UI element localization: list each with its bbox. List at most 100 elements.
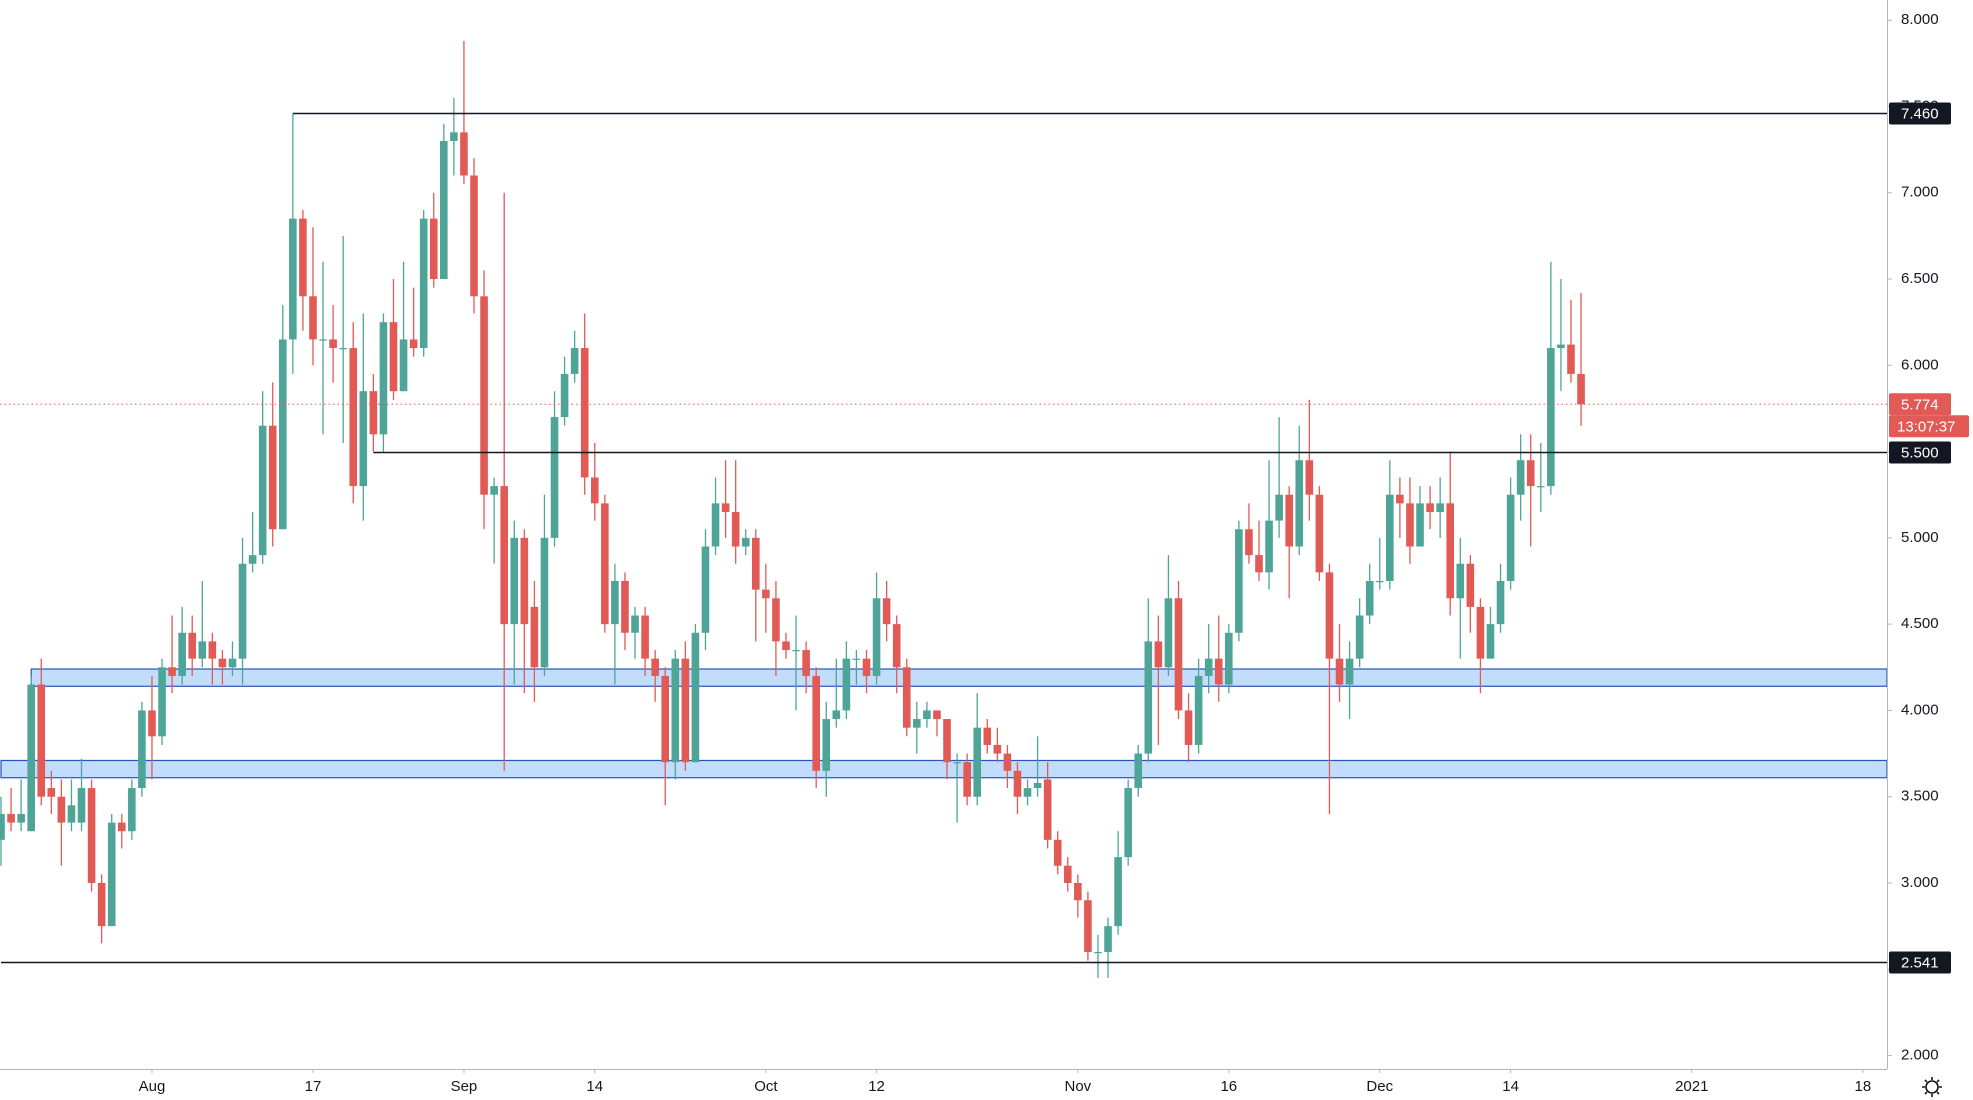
candle-body	[440, 140, 448, 280]
candle-body	[802, 650, 810, 676]
candle-body	[1265, 520, 1273, 573]
candle-body	[339, 348, 347, 350]
candle-body	[168, 667, 176, 676]
candle-body	[1003, 753, 1012, 771]
candle-body	[97, 882, 106, 927]
candle-body	[752, 537, 760, 590]
candle-body	[953, 762, 961, 764]
candle-body	[1577, 373, 1585, 405]
candle-body	[923, 710, 931, 720]
candle-body	[570, 348, 579, 374]
candle-body	[993, 744, 1002, 754]
candle-body	[651, 658, 659, 676]
candle-body	[208, 641, 217, 659]
candle-body	[389, 322, 398, 392]
candle-body	[590, 477, 599, 504]
candle-body	[1114, 857, 1122, 927]
candle-body	[1255, 555, 1263, 573]
x-tick-label: 17	[305, 1078, 322, 1095]
candle-body	[1023, 788, 1032, 797]
candle-body	[1013, 770, 1022, 797]
candle-body	[963, 762, 971, 797]
candle-body	[450, 132, 458, 141]
level-label-box	[1889, 951, 1951, 974]
plot-area	[0, 40, 1887, 978]
candle-body	[1134, 753, 1143, 789]
candle-body	[1506, 494, 1515, 582]
candle-body	[1567, 344, 1575, 374]
candle-body	[1325, 572, 1334, 659]
candle-body	[550, 417, 559, 538]
candle-body	[7, 813, 15, 823]
x-tick-label: Nov	[1065, 1078, 1092, 1095]
candle-body	[832, 710, 841, 720]
gear-icon[interactable]	[1925, 1080, 1939, 1094]
candle-body	[1526, 460, 1535, 487]
candle-body	[1154, 641, 1163, 668]
candle-body	[611, 581, 619, 625]
candle-body	[17, 813, 25, 823]
candle-body	[641, 615, 649, 659]
candle-body	[1033, 782, 1042, 789]
candle-body	[248, 555, 257, 564]
candle-body	[319, 339, 327, 341]
axes: 2.0002.5003.0003.5004.0004.5005.0005.500…	[139, 11, 1969, 1095]
candle-body	[1375, 581, 1384, 583]
candle-body	[1245, 529, 1253, 556]
candle-body	[882, 598, 891, 625]
candle-body	[359, 391, 368, 487]
candle-body	[429, 218, 438, 280]
candle-body	[1124, 788, 1132, 858]
y-tick-label: 4.500	[1901, 615, 1939, 632]
y-tick-label: 2.000	[1901, 1047, 1939, 1064]
candle-body	[470, 175, 478, 297]
candle-body	[1516, 460, 1525, 495]
candle-body	[510, 537, 519, 625]
candle-body	[772, 598, 780, 642]
candle-body	[1486, 624, 1495, 659]
candle-body	[218, 658, 227, 668]
candle-body	[913, 719, 921, 728]
last-price-label: 5.774	[1901, 396, 1939, 413]
settings-button[interactable]	[1922, 1077, 1942, 1097]
candle-body	[792, 650, 800, 652]
y-tick-label: 3.500	[1901, 788, 1939, 805]
candle-body	[1063, 865, 1072, 883]
countdown-label: 13:07:37	[1897, 418, 1955, 435]
candle-body	[1365, 581, 1374, 616]
candle-body	[1496, 581, 1505, 625]
x-tick-label: 14	[586, 1078, 603, 1095]
x-tick-label: Dec	[1366, 1078, 1393, 1095]
candle-body	[842, 658, 851, 711]
candle-body	[661, 675, 670, 763]
candle-body	[1386, 494, 1394, 582]
candle-body	[258, 425, 267, 556]
candle-body	[1285, 494, 1293, 547]
candle-body	[631, 615, 639, 633]
candle-body	[560, 373, 569, 418]
candle-body	[1164, 598, 1173, 668]
candle-body	[238, 563, 247, 659]
zone	[30, 668, 1887, 687]
candle-body	[1446, 503, 1455, 599]
candle-body	[580, 348, 589, 478]
x-tick-label: 18	[1854, 1078, 1871, 1095]
candle-body	[419, 218, 428, 349]
candle-body	[1557, 344, 1565, 349]
y-tick-label: 8.000	[1901, 11, 1939, 28]
candle-body	[409, 339, 418, 349]
candle-body	[1345, 658, 1354, 685]
candle-body	[138, 710, 146, 789]
gear-teeth[interactable]	[1922, 1077, 1942, 1097]
candle-body	[731, 511, 740, 547]
candle-body	[1355, 615, 1364, 659]
candle-body	[1426, 503, 1434, 512]
candle-body	[500, 486, 508, 625]
candle-body	[741, 537, 750, 547]
candle-body	[902, 667, 911, 728]
candle-body	[37, 684, 46, 797]
candle-body	[691, 632, 700, 763]
y-tick-label: 4.000	[1901, 701, 1939, 718]
